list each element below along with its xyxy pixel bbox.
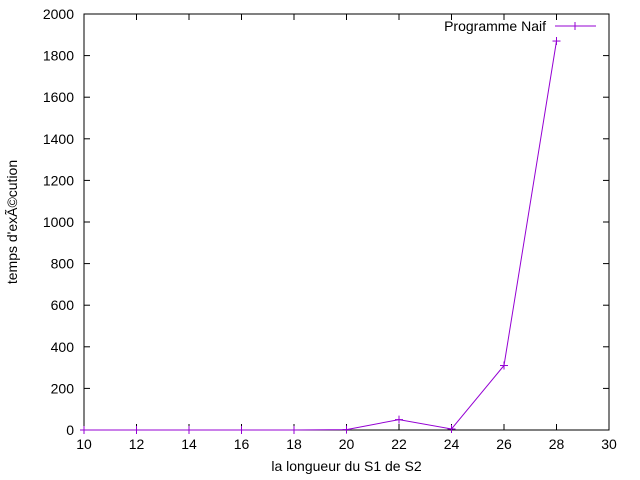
x-tick-label: 18 bbox=[286, 436, 302, 452]
x-tick-label: 22 bbox=[391, 436, 407, 452]
x-tick-label: 26 bbox=[496, 436, 512, 452]
data-point-marker bbox=[80, 426, 88, 434]
y-axis-label: temps d'exÃ©cution bbox=[4, 160, 20, 284]
y-tick-label: 0 bbox=[66, 422, 74, 438]
y-tick-label: 1600 bbox=[43, 89, 74, 105]
x-tick-label: 28 bbox=[549, 436, 565, 452]
y-tick-label: 2000 bbox=[43, 6, 74, 22]
y-tick-label: 1200 bbox=[43, 172, 74, 188]
series-layer bbox=[80, 37, 561, 434]
y-tick-label: 200 bbox=[51, 380, 75, 396]
x-tick-label: 12 bbox=[129, 436, 145, 452]
legend-plus-marker bbox=[571, 22, 579, 30]
x-tick-label: 10 bbox=[76, 436, 92, 452]
plot-frame bbox=[83, 13, 610, 431]
legend-label: Programme Naif bbox=[444, 18, 546, 34]
y-tick-label: 1400 bbox=[43, 131, 74, 147]
data-point-marker bbox=[237, 426, 246, 434]
x-tick-label: 30 bbox=[601, 436, 617, 452]
x-tick-label: 16 bbox=[234, 436, 250, 452]
y-tick-label: 600 bbox=[51, 297, 75, 313]
data-point-marker bbox=[290, 426, 298, 434]
y-tick-label: 1800 bbox=[43, 48, 74, 64]
legend-marker-icon bbox=[571, 22, 579, 30]
data-point-marker bbox=[185, 426, 193, 434]
y-tick-label: 800 bbox=[51, 256, 75, 272]
data-point-marker bbox=[342, 425, 351, 434]
series-line bbox=[84, 40, 557, 431]
x-axis-label: la longueur du S1 de S2 bbox=[271, 458, 421, 474]
x-tick-label: 24 bbox=[444, 436, 460, 452]
x-tick-label: 20 bbox=[339, 436, 355, 452]
data-point-marker bbox=[500, 361, 508, 370]
data-point-marker bbox=[552, 37, 561, 46]
x-tick-label: 14 bbox=[181, 436, 197, 452]
axis-ticks: 10 12 14 16 18 20 22 24 26 28 30 0 200 400 600 800 1000 1… bbox=[43, 6, 617, 452]
y-tick-label: 400 bbox=[51, 339, 75, 355]
data-point-marker bbox=[395, 415, 403, 424]
legend: Programme Naif bbox=[444, 18, 596, 34]
data-point-marker bbox=[132, 426, 141, 434]
y-tick-label: 1000 bbox=[43, 214, 74, 230]
data-point-marker bbox=[447, 424, 456, 433]
